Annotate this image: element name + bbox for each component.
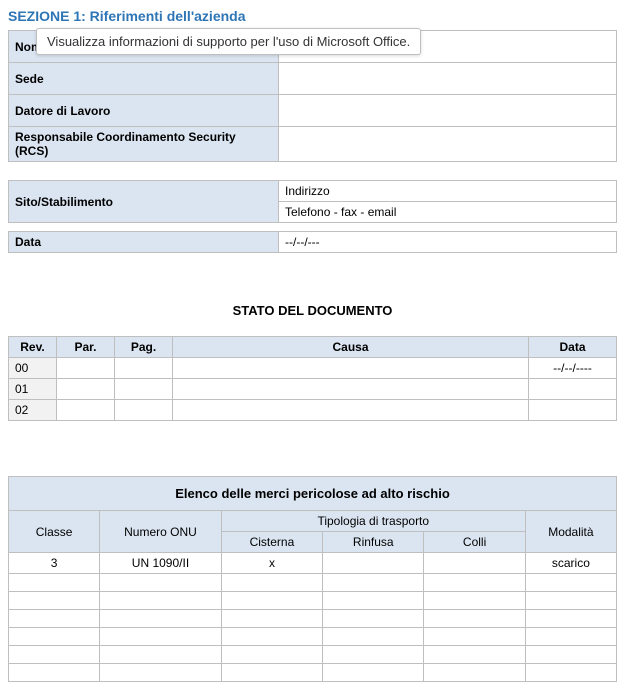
cell xyxy=(115,379,173,400)
date-label: Data xyxy=(9,232,279,253)
cell xyxy=(57,400,115,421)
cell xyxy=(221,574,322,592)
site-contact: Telefono - fax - email xyxy=(279,202,617,223)
header-causa: Causa xyxy=(173,337,529,358)
cell xyxy=(529,379,617,400)
site-address: Indirizzo xyxy=(279,181,617,202)
header-colli: Colli xyxy=(424,532,525,553)
cell xyxy=(9,646,100,664)
cell xyxy=(323,628,424,646)
cell xyxy=(525,628,616,646)
cell xyxy=(323,592,424,610)
cell xyxy=(221,592,322,610)
cell: UN 1090/II xyxy=(100,553,222,574)
table-row: 01 xyxy=(9,379,617,400)
cell xyxy=(525,574,616,592)
cell xyxy=(9,628,100,646)
date-table: Data --/--/--- xyxy=(8,231,617,253)
table-row: 02 xyxy=(9,400,617,421)
doc-status-table: Rev. Par. Pag. Causa Data 00 --/--/---- 01… xyxy=(8,336,617,421)
section-title: SEZIONE 1: Riferimenti dell'azienda xyxy=(8,8,617,24)
date-value: --/--/--- xyxy=(279,232,617,253)
cell xyxy=(100,628,222,646)
cell xyxy=(115,400,173,421)
cell xyxy=(115,358,173,379)
header-pag: Pag. xyxy=(115,337,173,358)
cell xyxy=(525,592,616,610)
header-data: Data xyxy=(529,337,617,358)
office-tooltip: Visualizza informazioni di supporto per … xyxy=(36,28,421,55)
company-field-value xyxy=(279,63,617,95)
table-row xyxy=(9,646,617,664)
cell xyxy=(424,664,525,682)
cell xyxy=(424,553,525,574)
header-classe: Classe xyxy=(9,511,100,553)
cell xyxy=(173,400,529,421)
cell xyxy=(424,646,525,664)
table-row xyxy=(9,610,617,628)
header-tipologia: Tipologia di trasporto xyxy=(221,511,525,532)
site-table: Sito/Stabilimento Indirizzo Telefono - f… xyxy=(8,180,617,223)
cell xyxy=(57,379,115,400)
cell xyxy=(424,574,525,592)
cell: scarico xyxy=(525,553,616,574)
cell xyxy=(525,646,616,664)
header-par: Par. xyxy=(57,337,115,358)
table-row: 00 --/--/---- xyxy=(9,358,617,379)
cell xyxy=(9,592,100,610)
header-modalita: Modalità xyxy=(525,511,616,553)
cell xyxy=(100,646,222,664)
company-field-label: Datore di Lavoro xyxy=(9,95,279,127)
goods-table: Elenco delle merci pericolose ad alto ri… xyxy=(8,476,617,682)
table-row: 3UN 1090/IIx scarico xyxy=(9,553,617,574)
cell xyxy=(525,610,616,628)
goods-title: Elenco delle merci pericolose ad alto ri… xyxy=(9,477,617,511)
table-row xyxy=(9,574,617,592)
cell xyxy=(100,610,222,628)
cell: --/--/---- xyxy=(529,358,617,379)
cell: 00 xyxy=(9,358,57,379)
cell xyxy=(221,664,322,682)
cell: 01 xyxy=(9,379,57,400)
cell xyxy=(323,610,424,628)
company-field-value xyxy=(279,95,617,127)
header-onu: Numero ONU xyxy=(100,511,222,553)
cell xyxy=(424,628,525,646)
company-field-value xyxy=(279,127,617,162)
cell xyxy=(424,592,525,610)
cell xyxy=(529,400,617,421)
company-field-label: Sede xyxy=(9,63,279,95)
cell xyxy=(173,379,529,400)
cell: 3 xyxy=(9,553,100,574)
cell xyxy=(100,664,222,682)
cell xyxy=(221,646,322,664)
cell: 02 xyxy=(9,400,57,421)
cell xyxy=(424,610,525,628)
cell xyxy=(221,610,322,628)
cell xyxy=(9,610,100,628)
header-rinfusa: Rinfusa xyxy=(323,532,424,553)
cell xyxy=(323,664,424,682)
cell xyxy=(100,592,222,610)
cell: x xyxy=(221,553,322,574)
header-cisterna: Cisterna xyxy=(221,532,322,553)
table-row xyxy=(9,592,617,610)
header-rev: Rev. xyxy=(9,337,57,358)
cell xyxy=(323,553,424,574)
cell xyxy=(57,358,115,379)
doc-status-title: STATO DEL DOCUMENTO xyxy=(8,303,617,318)
cell xyxy=(323,574,424,592)
cell xyxy=(9,574,100,592)
company-field-label: Responsabile Coordinamento Security (RCS… xyxy=(9,127,279,162)
cell xyxy=(525,664,616,682)
cell xyxy=(221,628,322,646)
cell xyxy=(100,574,222,592)
cell xyxy=(9,664,100,682)
table-row xyxy=(9,628,617,646)
table-row xyxy=(9,664,617,682)
cell xyxy=(173,358,529,379)
cell xyxy=(323,646,424,664)
site-label: Sito/Stabilimento xyxy=(9,181,279,223)
